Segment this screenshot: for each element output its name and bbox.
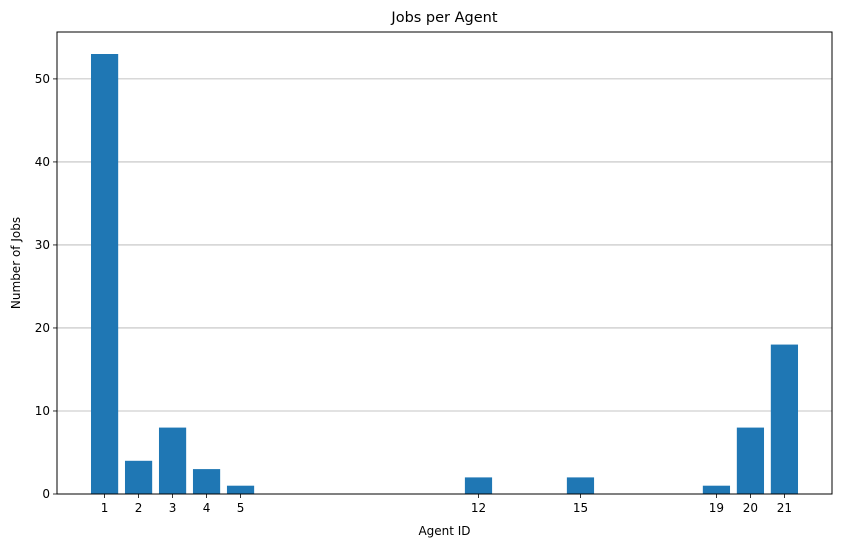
chart-title: Jobs per Agent bbox=[390, 10, 497, 26]
x-axis-ticks: 1 2 3 4 5 12 15 19 20 21 bbox=[101, 494, 792, 515]
bar-agent-19 bbox=[702, 485, 731, 494]
x-tick-label: 19 bbox=[709, 501, 724, 515]
x-tick-label: 4 bbox=[203, 501, 211, 515]
y-tick-label: 10 bbox=[35, 404, 50, 418]
bar-agent-1 bbox=[90, 54, 119, 494]
x-tick-label: 15 bbox=[573, 501, 588, 515]
y-tick-label: 0 bbox=[42, 487, 50, 501]
y-tick-label: 40 bbox=[35, 155, 50, 169]
x-tick-label: 12 bbox=[471, 501, 486, 515]
x-tick-label: 21 bbox=[777, 501, 792, 515]
y-axis-ticks: 0 10 20 30 40 50 bbox=[35, 72, 57, 501]
bar-agent-20 bbox=[736, 427, 765, 494]
bar-agent-4 bbox=[192, 469, 221, 494]
x-tick-label: 20 bbox=[743, 501, 758, 515]
y-tick-label: 20 bbox=[35, 321, 50, 335]
y-tick-label: 30 bbox=[35, 238, 50, 252]
bar-agent-2 bbox=[124, 460, 153, 494]
x-tick-label: 1 bbox=[101, 501, 109, 515]
plot-frame bbox=[56, 31, 833, 495]
x-tick-label: 5 bbox=[237, 501, 245, 515]
x-tick-label: 3 bbox=[169, 501, 177, 515]
bar-agent-21 bbox=[770, 344, 799, 494]
bar-agent-15 bbox=[566, 477, 595, 494]
bar-agent-12 bbox=[464, 477, 493, 494]
bars bbox=[90, 54, 799, 494]
y-axis-label: Number of Jobs bbox=[9, 217, 23, 309]
bar-agent-3 bbox=[158, 427, 187, 494]
bar-agent-5 bbox=[226, 485, 255, 494]
x-axis-label: Agent ID bbox=[418, 524, 470, 538]
y-tick-label: 50 bbox=[35, 72, 50, 86]
x-tick-label: 2 bbox=[135, 501, 143, 515]
